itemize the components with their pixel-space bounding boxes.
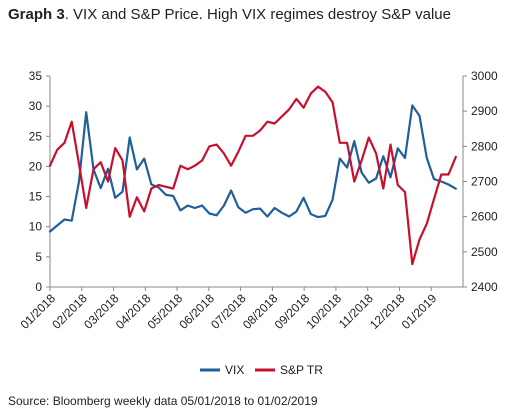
y-left-tick-label: 25 <box>29 129 43 143</box>
legend-sp-tr-label: S&P TR <box>280 363 323 377</box>
vix-series-line <box>48 104 457 233</box>
y-left-tick-label: 15 <box>29 190 43 204</box>
y-right-tick-label: 3000 <box>471 69 498 83</box>
y-left-tick-label: 10 <box>29 220 43 234</box>
legend-vix-label: VIX <box>225 363 244 377</box>
y-right-tick-label: 2400 <box>471 280 498 294</box>
y-right-tick-label: 2900 <box>471 104 498 118</box>
y-left-tick-label: 30 <box>29 99 43 113</box>
source-note: Source: Bloomberg weekly data 05/01/2018… <box>8 394 318 408</box>
x-tick-label: 10/2018 <box>303 291 344 332</box>
chart-title-text: . VIX and S&P Price. High VIX regimes de… <box>64 6 451 23</box>
chart-svg: 0 5 10 15 20 25 30 35 2400 2500 2600 2700 2800 2900 30… <box>18 69 498 377</box>
y-right-tick-label: 2800 <box>471 139 498 153</box>
y-left-tick-label: 5 <box>35 250 42 264</box>
x-tick-label: 01/2019 <box>399 291 440 332</box>
chart-title-prefix: Graph 3 <box>8 6 65 23</box>
sp-tr-series-line <box>48 85 457 266</box>
y-right-tick-label: 2600 <box>471 210 498 224</box>
chart-title: Graph 3. VIX and S&P Price. High VIX reg… <box>8 6 451 23</box>
y-left-tick-label: 0 <box>35 280 42 294</box>
y-left-tick-label: 35 <box>29 69 43 83</box>
y-left-tick-label: 20 <box>29 159 43 173</box>
y-right-tick-label: 2700 <box>471 175 498 189</box>
y-right-tick-label: 2500 <box>471 245 498 259</box>
